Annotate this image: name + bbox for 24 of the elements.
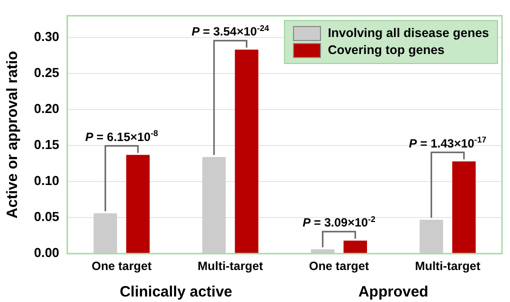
bar bbox=[234, 50, 258, 254]
text: Approved bbox=[358, 284, 428, 301]
bar bbox=[452, 161, 476, 254]
legend-label: Covering top genes bbox=[328, 43, 444, 58]
x-tick-label: One target bbox=[308, 259, 369, 274]
bar bbox=[126, 154, 150, 254]
bar bbox=[202, 157, 226, 254]
y-tick-label: 0.30 bbox=[34, 28, 60, 44]
y-tick-label: 0.05 bbox=[34, 209, 60, 224]
bar bbox=[344, 240, 368, 254]
legend-label: Involving all disease genes bbox=[328, 26, 489, 40]
text: Clinically active bbox=[120, 284, 232, 301]
y-tick-label: 0.10 bbox=[34, 173, 60, 188]
bar bbox=[310, 249, 334, 254]
x-tick-label: Multi-target bbox=[415, 259, 480, 274]
x-tick-label: Multi-target bbox=[198, 259, 263, 274]
x-tick-label: One target bbox=[92, 259, 152, 274]
bar bbox=[94, 213, 118, 254]
y-tick-label: 0.25 bbox=[34, 65, 60, 80]
y-tick-label: 0.15 bbox=[34, 137, 60, 152]
bar bbox=[420, 220, 444, 254]
y-tick-label: 0.00 bbox=[34, 245, 60, 260]
y-tick-label: 0.20 bbox=[34, 101, 60, 116]
y-axis-title: Active or approval ratio bbox=[4, 50, 22, 218]
